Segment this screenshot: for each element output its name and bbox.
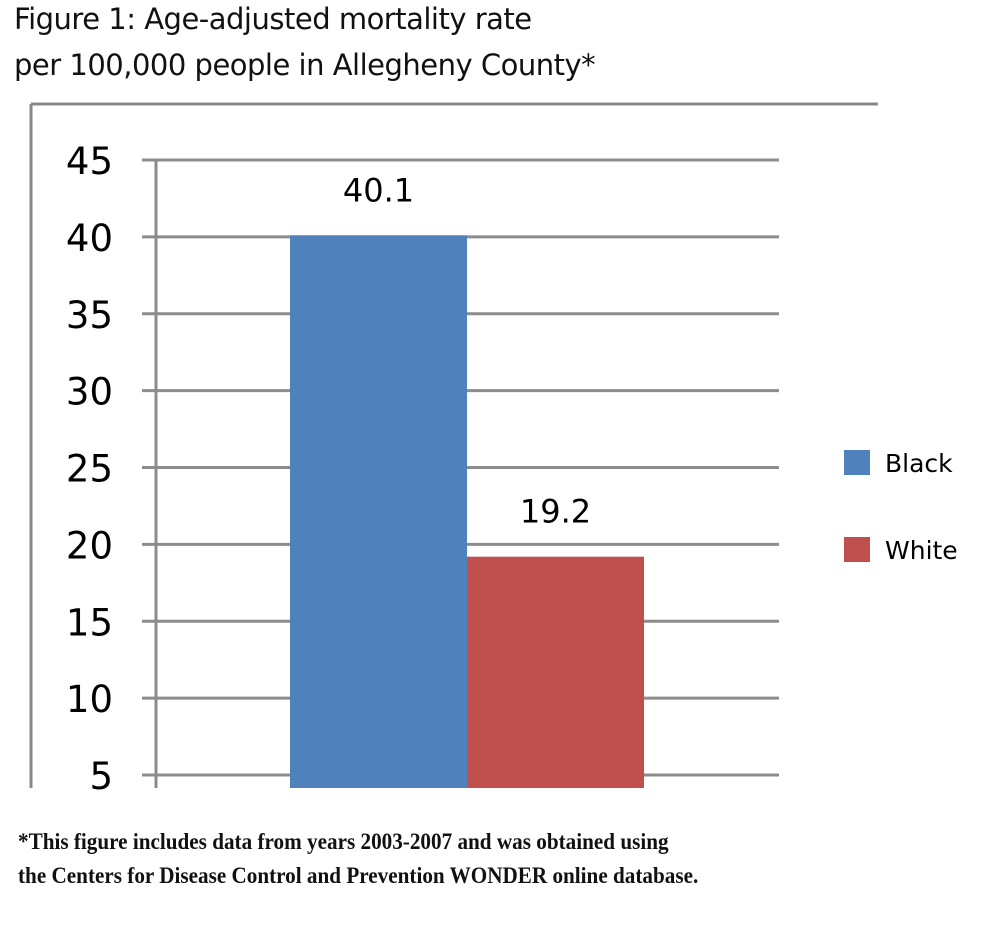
y-tick-label: 5 [89,755,113,798]
data-label-white: 19.2 [520,493,591,531]
y-tick-label: 45 [66,140,113,183]
chart-title-line-1: Figure 1: Age-adjusted mortality rate [14,2,532,36]
data-label-black: 40.1 [343,171,414,209]
chart-title-line-2: per 100,000 people in Allegheny County* [14,48,596,82]
bar-black [290,235,467,788]
legend-label-black: Black [885,449,953,478]
legend-swatch-black [844,450,870,475]
y-tick-label: 15 [66,601,113,644]
y-tick-label: 40 [66,217,113,260]
y-tick-label: 20 [66,524,113,567]
y-tick-label: 10 [66,678,113,721]
y-tick-label: 25 [66,448,113,491]
footnote-line-1: *This figure includes data from years 20… [18,829,669,854]
bar-white [467,556,644,788]
legend-label-white: White [885,536,958,565]
y-tick-label: 30 [66,371,113,414]
y-tick-label: 35 [66,294,113,337]
footnote-line-2: the Centers for Disease Control and Prev… [18,863,699,888]
legend-swatch-white [844,537,870,562]
